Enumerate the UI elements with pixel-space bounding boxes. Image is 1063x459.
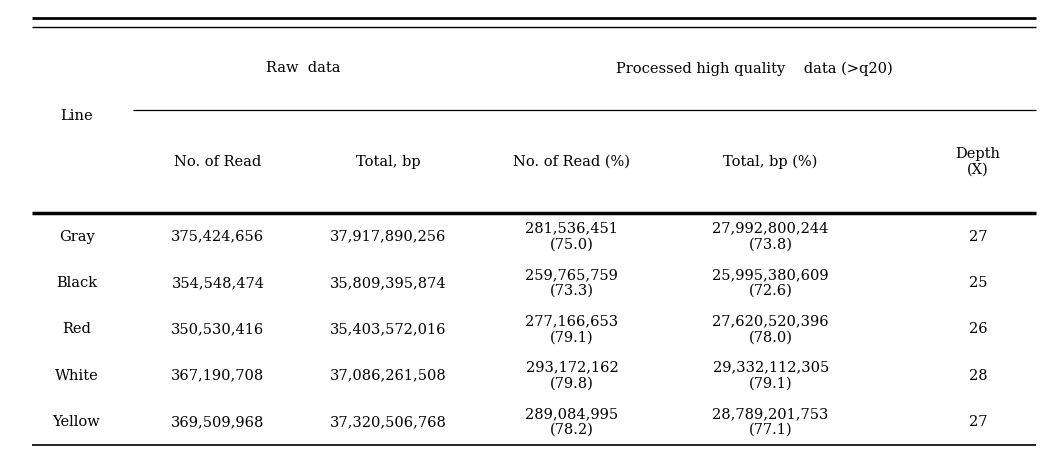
Text: 35,403,572,016: 35,403,572,016 [330, 322, 446, 336]
Text: 281,536,451
(75.0): 281,536,451 (75.0) [525, 222, 619, 252]
Text: Gray: Gray [58, 230, 95, 244]
Text: 27: 27 [968, 230, 988, 244]
Text: Total, bp: Total, bp [356, 155, 420, 169]
Text: Depth
(X): Depth (X) [956, 147, 1000, 177]
Text: 25: 25 [968, 276, 988, 290]
Text: 37,086,261,508: 37,086,261,508 [330, 369, 446, 383]
Text: No. of Read: No. of Read [174, 155, 261, 169]
Text: Line: Line [61, 109, 92, 123]
Text: 29,332,112,305
(79.1): 29,332,112,305 (79.1) [712, 361, 829, 391]
Text: Total, bp (%): Total, bp (%) [724, 155, 817, 169]
Text: 367,190,708: 367,190,708 [171, 369, 265, 383]
Text: 27,992,800,244
(73.8): 27,992,800,244 (73.8) [712, 222, 829, 252]
Text: 27,620,520,396
(78.0): 27,620,520,396 (78.0) [712, 314, 829, 344]
Text: 277,166,653
(79.1): 277,166,653 (79.1) [525, 314, 619, 344]
Text: 369,509,968: 369,509,968 [171, 415, 265, 429]
Text: No. of Read (%): No. of Read (%) [513, 155, 630, 169]
Text: 375,424,656: 375,424,656 [171, 230, 265, 244]
Text: Black: Black [56, 276, 97, 290]
Text: 25,995,380,609
(72.6): 25,995,380,609 (72.6) [712, 268, 829, 298]
Text: 27: 27 [968, 415, 988, 429]
Text: White: White [54, 369, 99, 383]
Text: 26: 26 [968, 322, 988, 336]
Text: 289,084,995
(78.2): 289,084,995 (78.2) [525, 407, 619, 437]
Text: Processed high quality    data (>q20): Processed high quality data (>q20) [617, 61, 893, 76]
Text: 350,530,416: 350,530,416 [171, 322, 265, 336]
Text: 259,765,759
(73.3): 259,765,759 (73.3) [525, 268, 619, 298]
Text: Red: Red [62, 322, 91, 336]
Text: Yellow: Yellow [53, 415, 100, 429]
Text: 354,548,474: 354,548,474 [171, 276, 265, 290]
Text: 28: 28 [968, 369, 988, 383]
Text: 293,172,162
(79.8): 293,172,162 (79.8) [525, 361, 619, 391]
Text: 35,809,395,874: 35,809,395,874 [330, 276, 446, 290]
Text: Raw  data: Raw data [266, 62, 340, 75]
Text: 37,917,890,256: 37,917,890,256 [330, 230, 446, 244]
Text: 37,320,506,768: 37,320,506,768 [330, 415, 446, 429]
Text: 28,789,201,753
(77.1): 28,789,201,753 (77.1) [712, 407, 829, 437]
